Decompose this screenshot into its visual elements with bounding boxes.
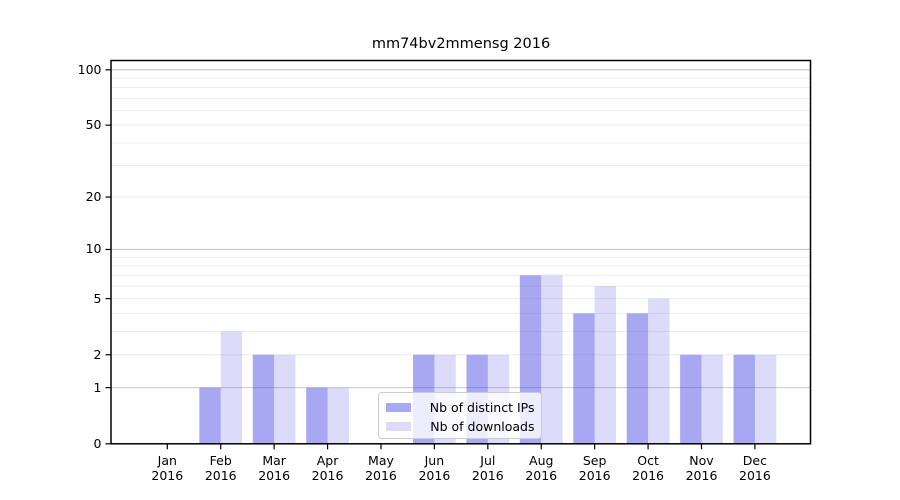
legend-swatch-downloads — [385, 421, 411, 431]
bar-distinct-ips-dec — [733, 354, 755, 444]
bar-downloads-aug — [541, 275, 563, 444]
legend-item-distinct-ips: Nb of distinct IPs — [385, 398, 535, 417]
x-tick-month: May — [368, 452, 394, 468]
x-tick-year: 2016 — [632, 468, 664, 484]
bar-downloads-mar — [274, 354, 296, 444]
bar-downloads-nov — [701, 354, 723, 444]
x-tick-year: 2016 — [365, 468, 397, 484]
bar-downloads-feb — [220, 331, 243, 444]
x-tick-month: Sep — [582, 452, 607, 468]
x-tick-label-oct: Oct 2016 — [620, 453, 676, 484]
x-tick-label-jun: Jun 2016 — [406, 453, 462, 484]
x-tick-year: 2016 — [258, 468, 291, 484]
x-tick-label-sep: Sep 2016 — [567, 453, 623, 484]
bar-distinct-ips-sep — [573, 313, 595, 444]
x-tick-year: 2016 — [151, 468, 184, 484]
bar-downloads-sep — [594, 286, 617, 444]
bar-downloads-apr — [327, 387, 349, 444]
x-tick-label-nov: Nov 2016 — [674, 453, 730, 484]
bar-distinct-ips-nov — [680, 354, 702, 444]
x-tick-year: 2016 — [204, 468, 237, 484]
x-tick-month: Oct — [637, 452, 659, 468]
chart-title: mm74bv2mmensg 2016 — [371, 36, 551, 52]
legend-label-downloads: Nb of downloads — [430, 418, 535, 434]
x-tick-year: 2016 — [685, 468, 718, 484]
y-tick-label-10: 10 — [85, 241, 102, 257]
bar-distinct-ips-feb — [199, 387, 221, 444]
x-tick-year: 2016 — [578, 468, 611, 484]
x-tick-label-jan: Jan 2016 — [139, 453, 195, 484]
x-tick-month: Nov — [689, 452, 714, 468]
bar-distinct-ips-mar — [252, 354, 275, 444]
x-tick-year: 2016 — [739, 468, 771, 484]
x-tick-label-aug: Aug 2016 — [513, 453, 569, 484]
x-tick-label-feb: Feb 2016 — [193, 453, 249, 484]
x-tick-year: 2016 — [525, 468, 558, 484]
x-tick-year: 2016 — [418, 468, 451, 484]
x-tick-month: Dec — [742, 452, 767, 468]
bar-distinct-ips-oct — [626, 313, 649, 444]
x-tick-label-jul: Jul 2016 — [460, 453, 516, 484]
x-tick-month: Apr — [316, 452, 339, 468]
axes-spines — [110, 59, 812, 445]
x-tick-label-mar: Mar 2016 — [246, 453, 302, 484]
y-tick-label-100: 100 — [77, 61, 102, 77]
x-tick-month: Jul — [480, 452, 496, 468]
x-tick-label-apr: Apr 2016 — [300, 453, 356, 484]
y-tick-label-20: 20 — [85, 189, 102, 205]
bar-downloads-dec — [754, 354, 777, 444]
y-tick-label-2: 2 — [93, 346, 102, 362]
x-tick-month: Feb — [209, 452, 232, 468]
y-tick-label-0: 0 — [93, 435, 102, 451]
legend: Nb of distinct IPs Nb of downloads — [377, 391, 542, 439]
x-tick-year: 2016 — [471, 468, 504, 484]
x-tick-label-may: May 2016 — [353, 453, 409, 484]
x-tick-label-dec: Dec 2016 — [727, 453, 783, 484]
y-tick-label-1: 1 — [93, 379, 102, 395]
x-tick-month: Jan — [157, 452, 177, 468]
y-tick-label-5: 5 — [93, 290, 102, 306]
legend-item-downloads: Nb of downloads — [385, 417, 535, 436]
x-tick-month: Mar — [262, 452, 286, 468]
y-tick-label-50: 50 — [85, 117, 102, 133]
x-tick-year: 2016 — [311, 468, 344, 484]
x-tick-month: Jun — [424, 452, 445, 468]
legend-swatch-distinct-ips — [385, 402, 411, 412]
bar-downloads-oct — [648, 298, 670, 444]
legend-label-distinct-ips: Nb of distinct IPs — [429, 399, 535, 415]
x-tick-month: Aug — [529, 452, 554, 468]
bar-distinct-ips-apr — [306, 387, 328, 444]
